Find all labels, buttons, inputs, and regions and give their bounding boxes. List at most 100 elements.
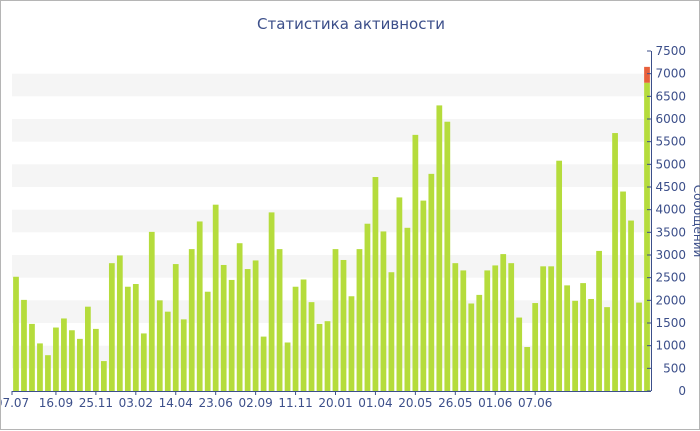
x-tick-label: 01.06 — [478, 396, 512, 410]
bar — [332, 249, 339, 391]
bar — [116, 255, 123, 391]
bar — [45, 355, 51, 391]
bar — [292, 286, 299, 391]
bar — [85, 306, 91, 391]
bar — [412, 134, 419, 391]
bar — [252, 260, 259, 391]
grid-band — [12, 300, 651, 323]
bar — [612, 133, 618, 391]
bar — [492, 265, 499, 391]
bar — [580, 283, 586, 391]
bar — [572, 300, 578, 391]
bar — [604, 307, 610, 391]
bar — [468, 303, 475, 391]
x-tick-label: 14.04 — [159, 396, 193, 410]
bar — [636, 302, 642, 391]
bar — [588, 298, 594, 391]
bar-highlight — [644, 66, 650, 83]
bar — [172, 264, 179, 391]
bar — [196, 221, 203, 391]
y-tick-label: 3000 — [655, 248, 686, 262]
bar — [180, 319, 187, 391]
bar — [284, 342, 291, 391]
bar — [444, 121, 451, 391]
y-tick-label: 1000 — [655, 339, 686, 353]
bar — [620, 191, 626, 391]
y-tick-label: 7500 — [655, 44, 686, 58]
bar — [388, 272, 395, 391]
x-tick-label: 01.04 — [358, 396, 392, 410]
bar — [380, 231, 387, 391]
x-tick-label: 03.02 — [119, 396, 153, 410]
bar — [324, 321, 331, 391]
x-tick-label: 07.07 — [1, 396, 29, 410]
bar — [124, 286, 131, 391]
bar — [596, 250, 602, 391]
bar — [300, 279, 307, 391]
y-tick-label: 1500 — [655, 316, 686, 330]
bar — [268, 212, 275, 391]
bar — [628, 220, 634, 391]
bar — [21, 299, 27, 391]
bar — [396, 197, 403, 391]
bar — [69, 330, 75, 391]
bar — [564, 285, 571, 391]
bar — [524, 347, 531, 391]
y-tick-label: 2000 — [655, 293, 686, 307]
bar — [340, 259, 347, 391]
grid-band — [12, 255, 651, 278]
bar — [556, 160, 563, 391]
bar — [484, 270, 491, 391]
y-tick-label: 6000 — [655, 112, 686, 126]
bar — [156, 300, 163, 391]
x-tick-label: 11.11 — [278, 396, 312, 410]
bar — [372, 177, 379, 391]
x-tick-label: 26.05 — [438, 396, 472, 410]
y-tick-label: 2500 — [655, 271, 686, 285]
bar — [148, 231, 155, 391]
bar — [164, 311, 171, 391]
bar — [436, 105, 443, 392]
bar — [500, 254, 507, 391]
bar — [108, 263, 115, 391]
bar — [316, 323, 323, 391]
y-tick-label: 5500 — [655, 135, 686, 149]
bar — [308, 302, 315, 391]
bar — [204, 291, 211, 391]
x-tick-label: 20.01 — [318, 396, 352, 410]
bar — [92, 328, 99, 391]
y-tick-label: 7000 — [655, 67, 686, 81]
bar — [140, 333, 147, 391]
bar — [460, 270, 467, 391]
grid-band — [12, 164, 651, 187]
grid-band — [12, 345, 651, 369]
bar — [37, 343, 43, 391]
bar — [548, 266, 555, 391]
bar — [364, 223, 371, 391]
bar — [236, 243, 243, 391]
bar — [244, 269, 251, 391]
grid-band — [12, 73, 651, 97]
bar — [540, 266, 547, 391]
bar — [100, 361, 107, 391]
x-tick-label: 23.06 — [199, 396, 233, 410]
bar — [212, 204, 219, 391]
x-tick-label: 16.09 — [39, 396, 73, 410]
grid-band — [12, 119, 651, 142]
bar — [188, 249, 195, 391]
bar — [644, 82, 650, 391]
bar — [428, 173, 435, 391]
bar — [452, 263, 459, 391]
bar — [13, 276, 19, 391]
bar — [77, 338, 83, 391]
bar — [348, 296, 355, 391]
bar — [508, 263, 515, 391]
y-tick-label: 0 — [678, 384, 686, 398]
chart-title: Статистика активности — [257, 15, 445, 33]
bar — [404, 227, 411, 391]
bar — [132, 284, 139, 391]
x-tick-label: 07.06 — [518, 396, 552, 410]
y-tick-label: 4500 — [655, 180, 686, 194]
bar — [260, 336, 267, 391]
